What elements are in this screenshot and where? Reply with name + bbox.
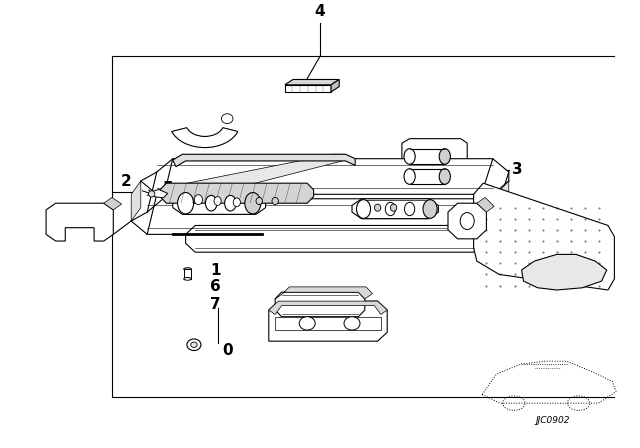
Polygon shape (173, 192, 266, 214)
Text: 4: 4 (315, 4, 325, 18)
Polygon shape (269, 301, 387, 341)
Text: 6: 6 (210, 280, 221, 294)
Ellipse shape (225, 195, 236, 211)
Text: 1: 1 (210, 263, 220, 278)
Text: 5: 5 (163, 181, 174, 197)
Ellipse shape (300, 317, 315, 330)
Polygon shape (352, 199, 438, 219)
Ellipse shape (404, 202, 415, 215)
Bar (275, 317, 381, 330)
Ellipse shape (344, 317, 360, 330)
Bar (410, 169, 445, 184)
Ellipse shape (221, 114, 233, 124)
Polygon shape (474, 183, 614, 290)
Ellipse shape (356, 200, 371, 218)
Polygon shape (448, 203, 486, 239)
Ellipse shape (178, 193, 193, 214)
Polygon shape (104, 198, 122, 210)
Ellipse shape (184, 268, 191, 271)
Polygon shape (331, 79, 339, 92)
Ellipse shape (187, 339, 201, 350)
Ellipse shape (385, 202, 396, 215)
Polygon shape (131, 199, 496, 234)
Polygon shape (141, 159, 509, 194)
Polygon shape (275, 287, 372, 299)
Polygon shape (477, 198, 494, 212)
Text: 0: 0 (222, 344, 232, 358)
Ellipse shape (148, 191, 155, 197)
Ellipse shape (390, 204, 397, 211)
Ellipse shape (439, 149, 451, 164)
Polygon shape (269, 301, 387, 314)
Polygon shape (275, 292, 365, 317)
Ellipse shape (460, 212, 474, 229)
Polygon shape (496, 181, 509, 221)
Polygon shape (149, 190, 168, 198)
Ellipse shape (195, 195, 202, 205)
Ellipse shape (214, 197, 221, 205)
Ellipse shape (272, 198, 278, 205)
Ellipse shape (404, 149, 415, 164)
Ellipse shape (423, 200, 437, 218)
Polygon shape (46, 203, 113, 241)
Ellipse shape (404, 169, 415, 184)
Bar (410, 149, 445, 164)
Text: 2: 2 (120, 174, 131, 190)
Polygon shape (285, 79, 339, 85)
Text: 3: 3 (512, 162, 523, 177)
Polygon shape (173, 154, 355, 167)
Ellipse shape (245, 193, 261, 214)
Text: JJC0902: JJC0902 (536, 416, 570, 425)
Ellipse shape (374, 204, 381, 211)
Text: 8: 8 (289, 303, 300, 319)
Bar (184, 269, 191, 279)
Ellipse shape (256, 198, 262, 205)
Wedge shape (172, 128, 238, 147)
Polygon shape (166, 154, 342, 201)
Ellipse shape (191, 342, 197, 347)
Polygon shape (160, 183, 314, 203)
Ellipse shape (233, 198, 241, 207)
Ellipse shape (439, 169, 451, 184)
Ellipse shape (205, 195, 217, 211)
Polygon shape (285, 85, 331, 92)
Polygon shape (131, 181, 141, 221)
Polygon shape (522, 254, 607, 290)
Text: 7: 7 (210, 297, 221, 312)
Polygon shape (186, 225, 483, 252)
Ellipse shape (184, 278, 191, 280)
